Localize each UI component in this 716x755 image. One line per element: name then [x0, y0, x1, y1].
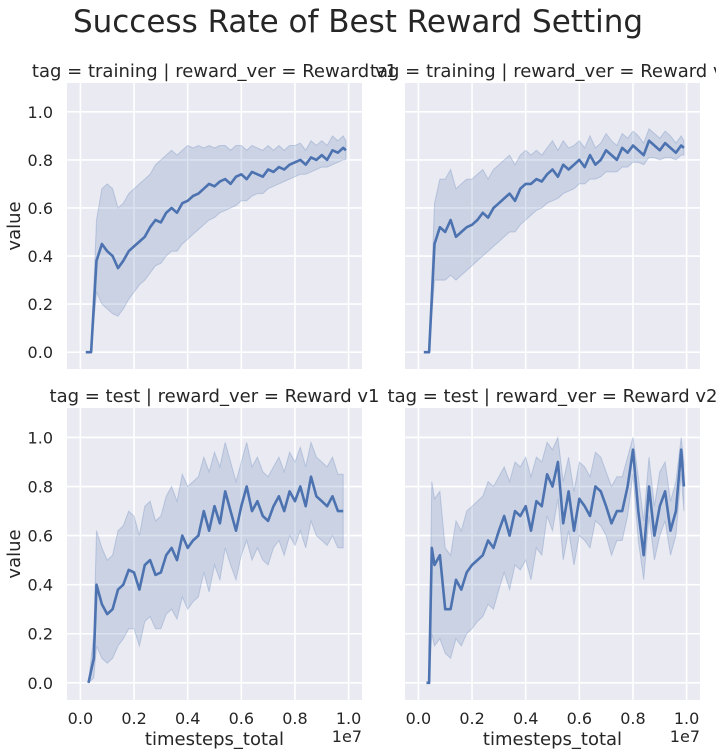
x-tick-label: 0.8: [620, 709, 645, 728]
panel-background: [405, 408, 700, 700]
y-tick-label: 0.8: [28, 151, 53, 170]
mean-line: [85, 146, 347, 354]
y-axis-label: value: [4, 201, 25, 250]
y-tick-label: 0.4: [28, 576, 53, 595]
panels: tag = training | reward_ver = Reward v1 0…: [4, 61, 716, 750]
confidence-band: [426, 435, 685, 684]
panel-title: tag = training | reward_ver = Reward v2: [370, 61, 716, 82]
x-tick-label: 0.4: [175, 709, 200, 728]
x-offset-label: 1e7: [332, 727, 362, 746]
y-axis-label: value: [4, 529, 25, 578]
y-tick-label: 1.0: [28, 103, 53, 122]
mean-line: [87, 475, 344, 684]
y-tick-label: 0.2: [28, 625, 53, 644]
x-axis-label: timesteps_total: [483, 729, 622, 750]
y-tick-label: 0.4: [28, 247, 53, 266]
y-tick-label: 0.6: [28, 527, 53, 546]
panel-4: tag = test | reward_ver = Reward v2 0.0 0.…: [388, 386, 716, 750]
panel-background: [405, 83, 700, 369]
y-tick-label: 1.0: [28, 428, 53, 447]
x-tick-label: 0.0: [68, 709, 93, 728]
y-tick-label: 0.8: [28, 478, 53, 497]
x-tick-label: 0.6: [229, 709, 254, 728]
x-tick-label: 0.8: [282, 709, 307, 728]
x-tick-label: 1.0: [336, 709, 361, 728]
mean-line: [423, 139, 685, 354]
panel-3: tag = test | reward_ver = Reward v1 0.0 0.…: [4, 386, 379, 750]
x-tick-label: 0.2: [459, 709, 484, 728]
panel-title: tag = test | reward_ver = Reward v1: [50, 386, 380, 407]
panel-title: tag = test | reward_ver = Reward v2: [388, 386, 716, 407]
x-tick-label: 0.2: [121, 709, 146, 728]
panel-1: tag = training | reward_ver = Reward v1 0…: [4, 61, 397, 369]
panel-title: tag = training | reward_ver = Reward v1: [32, 61, 397, 82]
x-axis-label: timesteps_total: [145, 729, 284, 750]
x-tick-label: 0.4: [513, 709, 538, 728]
figure-title: Success Rate of Best Reward Setting: [73, 4, 643, 40]
x-tick-label: 0.6: [567, 709, 592, 728]
x-offset-label: 1e7: [670, 727, 700, 746]
y-tick-label: 0.0: [28, 674, 53, 693]
mean-line: [426, 448, 686, 685]
panel-2: tag = training | reward_ver = Reward v2: [370, 61, 716, 369]
x-tick-label: 0.0: [406, 709, 431, 728]
y-tick-label: 0.6: [28, 199, 53, 218]
panel-background: [67, 83, 362, 369]
y-tick-label: 0.0: [28, 343, 53, 362]
y-tick-label: 0.2: [28, 295, 53, 314]
x-tick-label: 1.0: [674, 709, 699, 728]
panel-background: [67, 408, 362, 700]
